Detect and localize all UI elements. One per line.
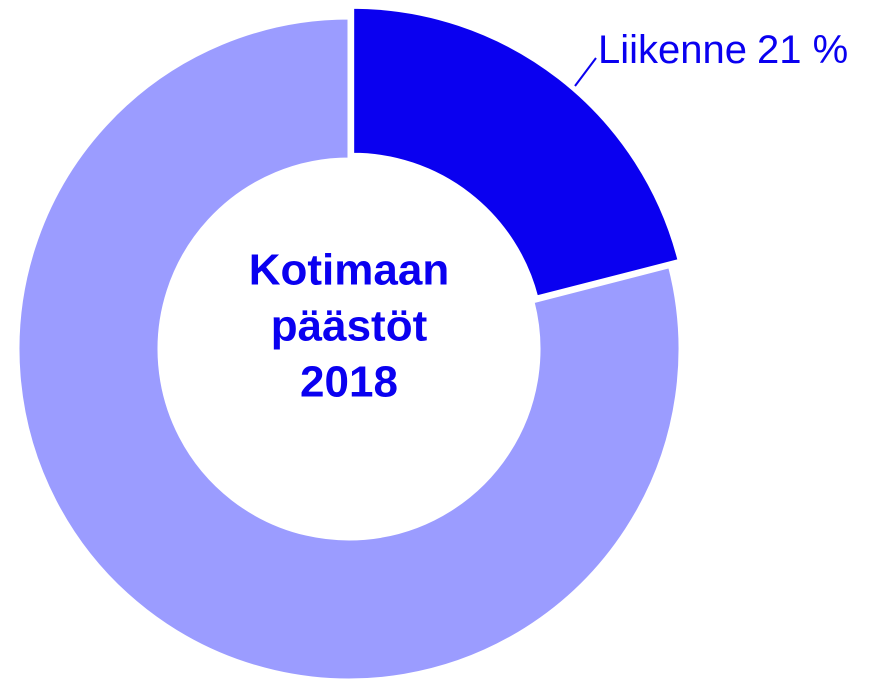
chart-title: Kotimaan [249,246,449,295]
chart-title: 2018 [300,358,398,407]
category-label: Liikenne [598,28,747,72]
slice-label: Liikenne 21 % [598,28,848,72]
value-label: 21 % [757,28,848,72]
slice [16,16,682,682]
slice [351,5,681,299]
leader-line [574,57,597,87]
chart-title: päästöt [271,302,428,351]
